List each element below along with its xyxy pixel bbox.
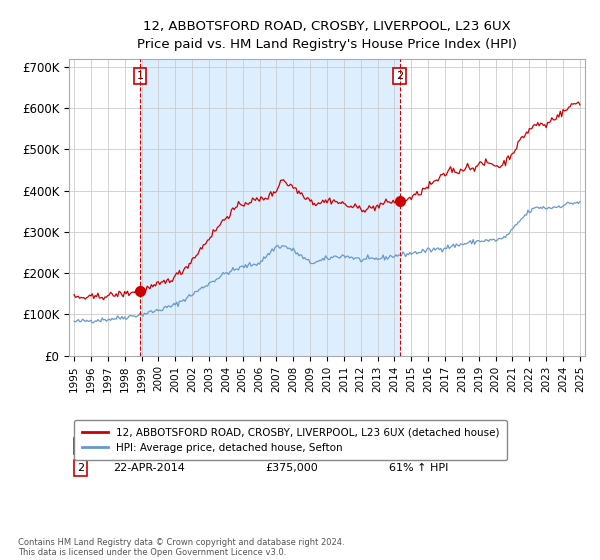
Text: 2: 2 (396, 71, 403, 81)
Text: 1: 1 (77, 441, 84, 451)
Text: 1: 1 (137, 71, 143, 81)
Text: 61% ↑ HPI: 61% ↑ HPI (389, 463, 448, 473)
Text: 22-APR-2014: 22-APR-2014 (113, 463, 185, 473)
Text: Contains HM Land Registry data © Crown copyright and database right 2024.
This d: Contains HM Land Registry data © Crown c… (18, 538, 344, 557)
Text: 20-NOV-1998: 20-NOV-1998 (113, 441, 187, 451)
Text: 62% ↑ HPI: 62% ↑ HPI (389, 441, 448, 451)
Text: 2: 2 (77, 463, 84, 473)
Legend: 12, ABBOTSFORD ROAD, CROSBY, LIVERPOOL, L23 6UX (detached house), HPI: Average p: 12, ABBOTSFORD ROAD, CROSBY, LIVERPOOL, … (74, 420, 506, 460)
Text: £157,500: £157,500 (265, 441, 318, 451)
Text: £375,000: £375,000 (265, 463, 318, 473)
Title: 12, ABBOTSFORD ROAD, CROSBY, LIVERPOOL, L23 6UX
Price paid vs. HM Land Registry': 12, ABBOTSFORD ROAD, CROSBY, LIVERPOOL, … (137, 20, 517, 51)
Bar (140, 59, 400, 356)
